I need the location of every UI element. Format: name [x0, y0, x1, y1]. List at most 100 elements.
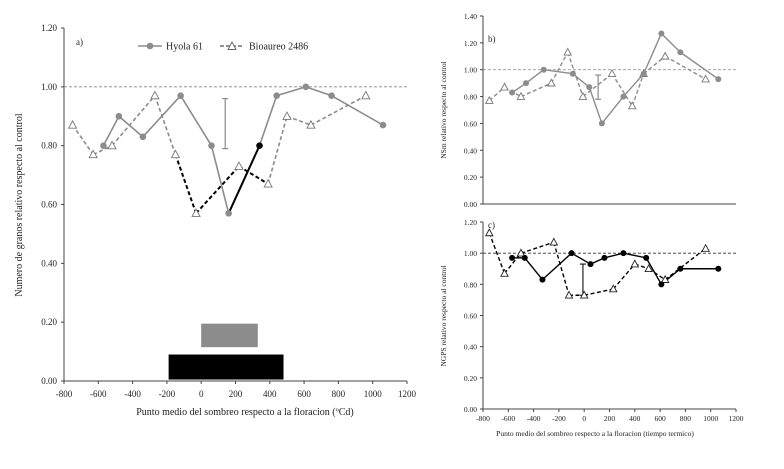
data-point-circle: [509, 254, 516, 261]
x-tick-label: 1000: [703, 414, 718, 423]
series-segment: [503, 252, 522, 274]
data-point-circle: [139, 133, 147, 141]
data-point-circle: [715, 265, 722, 272]
data-point-triangle: [500, 82, 509, 91]
panel-b-error-bar: [595, 74, 602, 100]
series-segment: [210, 145, 230, 214]
y-tick-label: 1.00: [41, 82, 57, 92]
series-segment: [305, 86, 332, 97]
panel-a-legend: Hyola 61 Bioaureo 2486: [138, 41, 308, 53]
series-segment: [286, 115, 312, 126]
y-tick-label: 0.80: [464, 93, 477, 102]
x-tick-label: 400: [629, 414, 641, 423]
series-segment: [660, 32, 681, 53]
panel-a-sombreo-bars: [168, 323, 284, 380]
series-segment: [645, 257, 662, 285]
data-point-circle: [100, 142, 107, 149]
data-point-circle: [587, 261, 594, 268]
x-tick-label: 0: [199, 389, 204, 399]
panel-a-x-axis-label: Punto medio del sombreo respecto a la fl…: [136, 407, 354, 418]
data-point-triangle: [263, 178, 273, 188]
y-tick-label: 1.20: [464, 218, 477, 227]
data-point-triangle: [191, 208, 201, 217]
series-segment: [623, 252, 647, 259]
series-segment: [276, 86, 307, 97]
sombreo-bar: [168, 354, 284, 380]
panel-c-series: [484, 228, 722, 299]
y-tick-label: 0.00: [464, 200, 477, 209]
data-point-triangle: [608, 284, 618, 293]
data-point-triangle: [660, 51, 670, 60]
panel-a-error-bar: [222, 97, 229, 150]
series-segment: [102, 115, 120, 147]
data-point-triangle: [546, 78, 556, 87]
y-tick-label: 1.20: [464, 39, 477, 48]
x-tick-label: 400: [263, 389, 277, 399]
x-tick-label: -800: [56, 389, 73, 399]
y-tick-label: 0.40: [464, 343, 477, 352]
series-segment: [111, 95, 156, 147]
data-point-circle: [677, 49, 684, 56]
data-point-triangle: [660, 274, 670, 283]
y-tick-label: 0.00: [464, 405, 477, 414]
y-tick-label: 0.20: [41, 317, 57, 327]
x-tick-label: 800: [332, 389, 346, 399]
x-tick-label: 200: [229, 389, 243, 399]
y-tick-label: 0.80: [464, 280, 477, 289]
data-point-triangle: [500, 268, 509, 277]
series-segment: [543, 69, 573, 75]
data-point-triangle: [88, 149, 98, 159]
data-point-triangle: [579, 290, 589, 299]
data-point-triangle: [516, 248, 526, 257]
series-segment: [179, 95, 213, 147]
panel-a: 0.00 0.20 0.40 0.60 0.80 1.00 1.20 -800 -600 -40…: [14, 23, 417, 418]
data-point-triangle: [484, 228, 494, 237]
y-tick-label: 0.60: [464, 312, 477, 321]
data-point-circle: [115, 112, 123, 120]
y-tick-label: 0.00: [41, 376, 57, 386]
y-tick-label: 0.60: [464, 119, 477, 128]
data-point-circle: [620, 250, 627, 257]
series-segment: [612, 263, 636, 290]
series-segment: [154, 95, 177, 155]
data-point-circle: [640, 70, 647, 77]
data-point-circle: [658, 30, 665, 37]
x-tick-label: 1200: [729, 414, 744, 423]
data-point-circle: [273, 92, 280, 99]
panel-b-label: b): [488, 34, 496, 44]
legend-hyola-marker: [146, 42, 154, 50]
series-segment: [601, 96, 624, 124]
data-point-circle: [521, 254, 528, 261]
series-segment: [174, 154, 197, 214]
data-point-triangle: [563, 47, 573, 56]
panel-c: 0.00 0.20 0.40 0.60 0.80 1.00 1.20 -800 -600 -40…: [439, 218, 744, 438]
y-tick-label: 0.20: [464, 173, 477, 182]
series-segment: [142, 95, 182, 138]
series-segment: [588, 86, 603, 124]
y-tick-label: 1.00: [464, 66, 477, 75]
series-segment: [631, 73, 645, 107]
series-segment: [118, 115, 144, 138]
series-segment: [572, 73, 590, 88]
panel-c-error-bar: [579, 263, 586, 296]
series-segment: [643, 33, 663, 75]
series-segment: [584, 288, 614, 296]
series-segment: [71, 124, 94, 155]
data-point-triangle: [627, 101, 637, 110]
legend-hyola-label: Hyola 61: [166, 42, 203, 53]
series-segment: [92, 144, 113, 156]
y-tick-label: 0.20: [464, 374, 477, 383]
data-point-circle: [540, 66, 547, 73]
data-point-circle: [177, 92, 184, 99]
panel-a-label: a): [76, 37, 83, 47]
y-tick-label: 0.80: [41, 141, 57, 151]
data-point-triangle: [234, 161, 244, 170]
data-point-circle: [379, 121, 387, 129]
data-point-circle: [568, 250, 575, 257]
panel-b-y-axis-label: NSm relativo respecto al control: [439, 61, 448, 158]
x-tick-label: 200: [604, 414, 616, 423]
data-point-circle: [620, 93, 627, 100]
data-point-circle: [523, 80, 530, 87]
y-tick-label: 0.60: [41, 200, 57, 210]
series-segment: [550, 51, 569, 84]
